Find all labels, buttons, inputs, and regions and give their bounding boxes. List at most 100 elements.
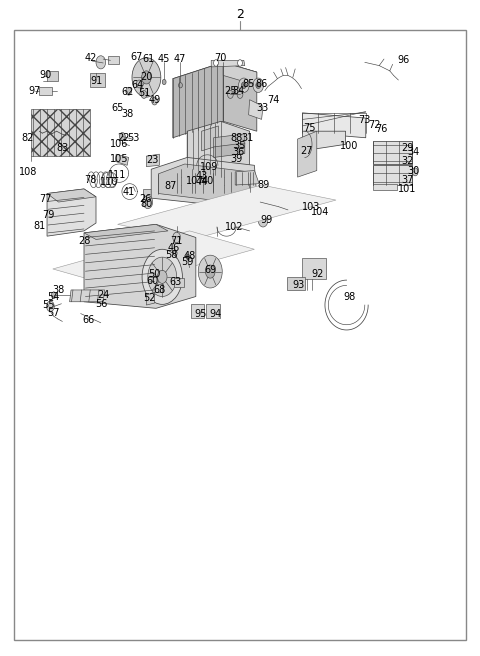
Polygon shape: [158, 164, 250, 202]
Text: 20: 20: [140, 72, 153, 83]
Text: 24: 24: [97, 290, 109, 300]
Circle shape: [148, 257, 177, 297]
Text: 107: 107: [186, 176, 204, 186]
Text: 90: 90: [39, 70, 52, 81]
Text: 22: 22: [118, 133, 130, 144]
Text: 104: 104: [312, 207, 330, 217]
Circle shape: [241, 82, 246, 89]
Text: 36: 36: [232, 147, 245, 157]
Text: 51: 51: [138, 88, 150, 98]
Circle shape: [47, 301, 54, 312]
Polygon shape: [249, 100, 263, 119]
Text: 69: 69: [204, 265, 216, 276]
Text: 53: 53: [127, 133, 140, 144]
Text: 23: 23: [146, 155, 159, 165]
Polygon shape: [173, 62, 223, 138]
Text: 100: 100: [340, 140, 359, 151]
Text: 99: 99: [260, 215, 273, 226]
Bar: [174, 278, 184, 287]
Text: 30: 30: [408, 165, 420, 176]
Polygon shape: [214, 143, 245, 157]
Text: 83: 83: [56, 142, 69, 153]
Circle shape: [141, 91, 147, 98]
Circle shape: [168, 182, 172, 188]
Circle shape: [157, 270, 167, 283]
Text: 44: 44: [195, 176, 208, 187]
Text: 48: 48: [183, 251, 196, 261]
Text: 76: 76: [375, 124, 388, 134]
Text: 87: 87: [164, 181, 177, 192]
Text: 95: 95: [194, 308, 207, 319]
Text: 102: 102: [225, 222, 243, 232]
Polygon shape: [180, 165, 230, 177]
Text: 81: 81: [33, 221, 46, 232]
Circle shape: [256, 82, 261, 89]
Text: 57: 57: [48, 308, 60, 318]
Text: 32: 32: [401, 155, 413, 166]
Text: 85: 85: [242, 79, 255, 89]
Text: 63: 63: [169, 277, 181, 287]
Bar: [287, 277, 305, 290]
Polygon shape: [302, 113, 366, 138]
Text: 108: 108: [19, 167, 37, 177]
Circle shape: [143, 195, 153, 209]
Circle shape: [51, 292, 56, 298]
Circle shape: [96, 56, 106, 69]
Polygon shape: [70, 290, 105, 302]
Text: 35: 35: [233, 140, 245, 151]
Text: 73: 73: [359, 115, 371, 125]
Polygon shape: [84, 224, 196, 308]
Text: 84: 84: [232, 85, 245, 96]
Bar: [206, 304, 220, 318]
Text: 42: 42: [85, 52, 97, 63]
Text: 109: 109: [200, 162, 218, 173]
Text: 38: 38: [52, 285, 65, 295]
Polygon shape: [187, 121, 250, 177]
Text: 111: 111: [108, 170, 127, 180]
Bar: [373, 184, 397, 190]
Text: 103: 103: [302, 201, 320, 212]
Polygon shape: [202, 126, 218, 151]
Text: 72: 72: [368, 119, 381, 130]
Polygon shape: [223, 62, 257, 85]
Polygon shape: [180, 173, 230, 185]
Circle shape: [142, 249, 182, 304]
Text: 61: 61: [143, 54, 155, 64]
Bar: [143, 189, 153, 197]
Text: 88: 88: [230, 133, 242, 144]
Polygon shape: [223, 62, 257, 131]
Text: 50: 50: [148, 269, 161, 279]
Text: 29: 29: [401, 142, 413, 153]
Text: 94: 94: [209, 308, 221, 319]
Polygon shape: [214, 134, 245, 148]
Text: 93: 93: [292, 280, 305, 291]
Circle shape: [179, 83, 182, 88]
Text: 92: 92: [312, 269, 324, 279]
Text: 52: 52: [144, 293, 156, 303]
Text: 58: 58: [166, 249, 178, 260]
Polygon shape: [53, 231, 254, 287]
Polygon shape: [47, 189, 96, 236]
Circle shape: [132, 58, 161, 97]
Circle shape: [142, 71, 151, 84]
Text: 110: 110: [100, 177, 119, 188]
Text: 65: 65: [111, 102, 124, 113]
Circle shape: [186, 255, 190, 260]
Text: 27: 27: [300, 146, 312, 156]
Text: 75: 75: [303, 123, 316, 133]
Text: 54: 54: [48, 291, 60, 302]
Polygon shape: [151, 157, 257, 207]
Text: 91: 91: [91, 75, 103, 86]
Text: 45: 45: [158, 54, 170, 64]
Bar: [108, 56, 119, 64]
Polygon shape: [211, 60, 245, 67]
Text: 79: 79: [42, 210, 54, 220]
Text: 25: 25: [224, 85, 237, 96]
Text: 66: 66: [83, 315, 95, 325]
Circle shape: [173, 251, 177, 256]
Polygon shape: [84, 224, 168, 239]
Text: 60: 60: [146, 276, 159, 286]
Polygon shape: [173, 62, 257, 89]
Text: 96: 96: [397, 55, 409, 66]
Text: 41: 41: [122, 186, 135, 197]
